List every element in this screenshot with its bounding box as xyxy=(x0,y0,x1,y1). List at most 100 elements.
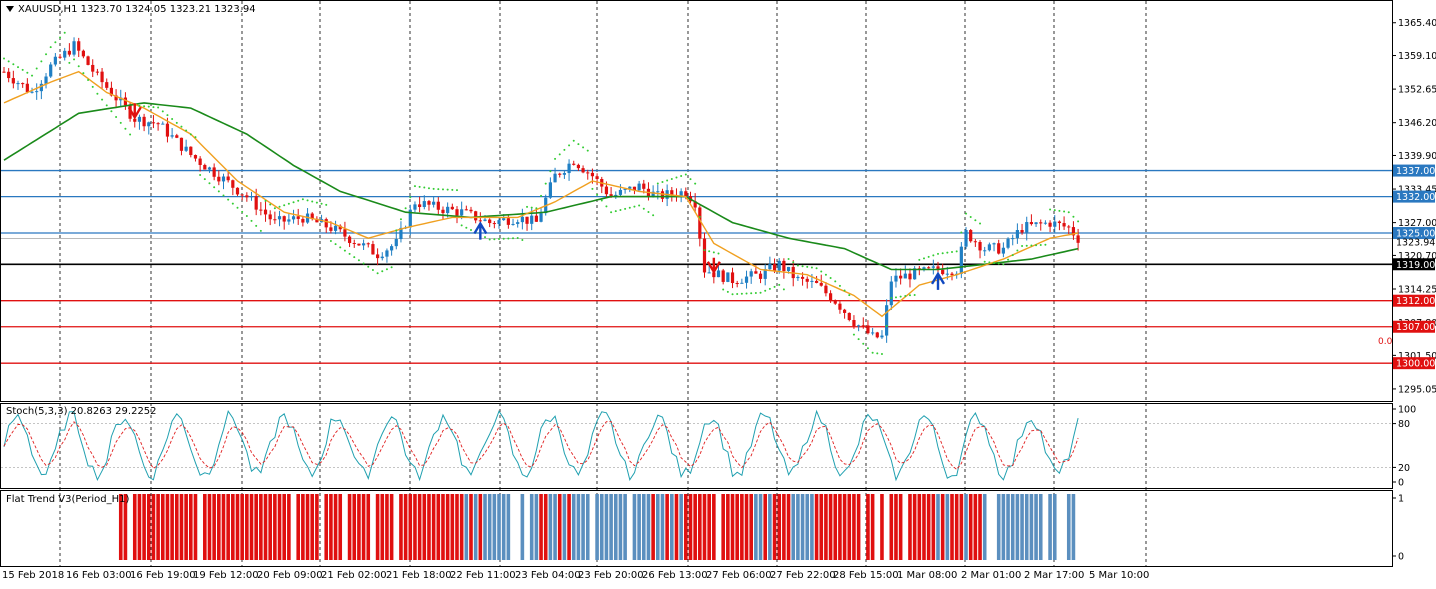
candle-body xyxy=(2,71,6,73)
psar-dot xyxy=(31,74,34,77)
psar-dot xyxy=(1007,258,1010,261)
psar-dot xyxy=(927,255,930,258)
psar-dot xyxy=(231,202,234,205)
candle-body xyxy=(67,50,71,55)
candle-body xyxy=(702,238,707,273)
trend-bar xyxy=(221,494,226,560)
psar-dot xyxy=(885,324,888,327)
trend-bar xyxy=(889,494,894,560)
psar-dot xyxy=(381,270,384,273)
candle-body xyxy=(11,78,15,84)
candle-body xyxy=(282,216,286,222)
stoch-main-line xyxy=(3,409,1079,482)
candle-body xyxy=(1057,221,1062,224)
candle-body xyxy=(390,246,394,251)
psar-dot xyxy=(778,283,781,286)
psar-dot xyxy=(722,288,725,291)
psar-dot xyxy=(1025,244,1028,247)
candle-body xyxy=(35,91,39,93)
psar-dot xyxy=(866,347,869,350)
psar-dot xyxy=(535,207,538,210)
candle-body xyxy=(352,242,356,244)
candle-body xyxy=(329,227,333,231)
dropdown-triangle-icon[interactable] xyxy=(6,6,14,12)
psar-dot xyxy=(115,116,118,119)
candle-body xyxy=(927,267,931,269)
psar-dot xyxy=(7,60,10,63)
trend-bar xyxy=(366,494,371,560)
psar-dot xyxy=(26,71,29,74)
x-tick-label: 2 Mar 17:00 xyxy=(1024,570,1084,581)
candle-body xyxy=(376,254,380,259)
trend-bar xyxy=(763,494,768,560)
trend-bar xyxy=(702,494,707,560)
candle-body xyxy=(922,267,926,270)
candle-body xyxy=(460,209,464,216)
psar-dot xyxy=(834,280,837,283)
level-price-tag xyxy=(1393,320,1435,333)
sell-arrow-icon xyxy=(706,257,721,275)
trend-bar xyxy=(866,494,870,560)
trend-bar xyxy=(146,494,151,560)
x-tick-label: 22 Feb 11:00 xyxy=(450,570,516,581)
main-panel-frame xyxy=(0,0,1393,402)
psar-dot xyxy=(423,186,426,189)
candle-body xyxy=(581,168,585,173)
psar-dot xyxy=(596,193,599,196)
psar-dot xyxy=(82,72,85,75)
trend-bar xyxy=(698,494,702,560)
trend-bar xyxy=(160,494,165,560)
candle-body xyxy=(744,276,749,283)
trend-bar xyxy=(385,494,389,560)
trend-bar xyxy=(707,494,711,560)
candle-body xyxy=(123,97,128,106)
trend-bar xyxy=(483,494,487,560)
trend-bar xyxy=(670,494,674,560)
trend-bar xyxy=(674,494,679,560)
psar-dot xyxy=(343,249,346,252)
psar-dot xyxy=(292,201,295,204)
candle-body xyxy=(987,244,991,251)
candle-body xyxy=(516,222,520,224)
candle-body xyxy=(763,269,767,279)
psar-dot xyxy=(320,202,323,205)
psar-dot xyxy=(605,205,608,208)
psar-dot xyxy=(236,206,239,209)
trend-bar xyxy=(595,494,599,560)
candle-body xyxy=(861,325,865,327)
level-price-label: 1300.00 xyxy=(1396,359,1435,370)
psar-dot xyxy=(516,237,519,240)
psar-dot xyxy=(852,333,855,336)
x-tick-label: 20 Feb 09:00 xyxy=(257,570,323,581)
x-tick-label: 16 Feb 03:00 xyxy=(66,570,132,581)
candle-body xyxy=(758,273,763,279)
candle-body xyxy=(432,201,436,205)
candle-body xyxy=(380,256,384,259)
candle-body xyxy=(558,173,562,175)
psar-dot xyxy=(899,295,902,298)
stoch-panel-frame xyxy=(0,403,1393,489)
candle-body xyxy=(656,191,660,193)
psar-dot xyxy=(12,63,15,66)
candle-body xyxy=(899,275,903,279)
candle-body xyxy=(959,246,963,274)
psar-dot xyxy=(754,292,757,295)
candle-body xyxy=(165,123,170,137)
psar-dot xyxy=(180,125,183,128)
trend-bar xyxy=(641,494,646,560)
candle-body xyxy=(857,325,861,327)
psar-dot xyxy=(708,250,711,253)
fib-level-label: 0.0 xyxy=(1378,337,1393,347)
psar-dot xyxy=(512,237,515,240)
candle-body xyxy=(156,123,160,125)
psar-dot xyxy=(353,256,356,259)
trend-bar xyxy=(585,494,590,560)
psar-dot xyxy=(941,252,944,255)
psar-dot xyxy=(507,237,510,240)
trend-bar xyxy=(959,494,964,560)
candle-body xyxy=(277,216,282,220)
trend-bar xyxy=(534,494,539,560)
candle-body xyxy=(520,216,524,223)
